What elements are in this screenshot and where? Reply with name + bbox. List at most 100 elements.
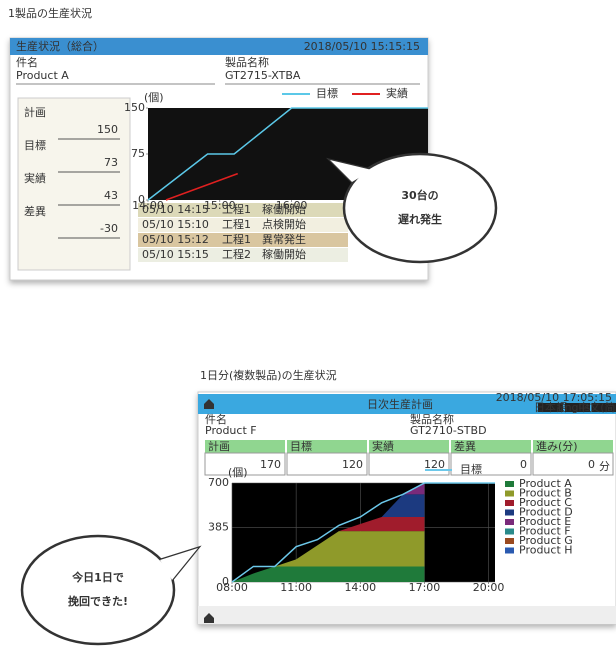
y-axis-label: (個) — [228, 466, 248, 479]
language-label: 中文(简体) — [578, 400, 616, 414]
series-area — [232, 566, 425, 582]
stat-box — [450, 452, 532, 476]
caption: 1製品の生産状況 — [8, 6, 92, 20]
log-event: 点検開始 — [262, 217, 306, 231]
legend-label: Product E — [519, 515, 571, 528]
stat-label-bar — [205, 440, 285, 453]
callout-text: 今日1日で — [71, 570, 124, 584]
stat-label-bar — [451, 440, 531, 453]
legend-label: Product D — [519, 506, 573, 519]
series-area — [232, 516, 425, 582]
legend-swatch — [505, 519, 514, 525]
log-event: 異常発生 — [262, 232, 306, 246]
stat-box — [532, 452, 614, 476]
x-tick-label: 11:00 — [280, 581, 312, 594]
language-button[interactable] — [592, 403, 616, 412]
caption: 1日分(複数製品)の生産状況 — [200, 368, 337, 382]
y-tick-label: 0 — [138, 193, 145, 206]
stat-label: 計画 — [24, 105, 46, 119]
stat-label-bar — [533, 440, 613, 453]
stat-value: -30 — [100, 222, 118, 235]
legend-label: 目標 — [316, 86, 338, 100]
x-tick-label: 20:00 — [473, 581, 505, 594]
stat-label: 目標 — [24, 138, 46, 152]
callout-text: 30台の — [401, 188, 438, 202]
subject-label: 件名 — [16, 55, 38, 69]
header-bar — [198, 394, 616, 414]
legend-swatch — [505, 528, 514, 535]
y-tick-label: 75 — [131, 147, 145, 160]
stat-label: 実績 — [372, 439, 394, 453]
callout-text: 挽回できた! — [68, 594, 128, 608]
callout-text: 遅れ発生 — [398, 212, 442, 226]
legend-label: Product F — [519, 525, 571, 538]
y-tick-label: 0 — [222, 575, 229, 588]
legend-swatch — [505, 490, 514, 497]
callout-bubble — [160, 548, 198, 580]
stat-box — [286, 452, 368, 476]
log-row — [138, 203, 348, 217]
y-tick-label: 150 — [124, 101, 145, 114]
legend-label: Product B — [519, 487, 572, 500]
stat-value: 120 — [342, 458, 363, 471]
language-button[interactable] — [538, 403, 563, 412]
language-button[interactable] — [565, 403, 590, 412]
product-label: 製品名称 — [225, 55, 269, 69]
log-time: 05/10 15:12 — [142, 233, 209, 246]
x-tick-label: 14:00 — [344, 581, 376, 594]
legend-swatch — [505, 538, 514, 544]
stat-value: 43 — [104, 189, 118, 202]
legend-label: 目標 — [460, 462, 482, 476]
stat-label: 計画 — [208, 439, 230, 453]
legend-label: Product H — [519, 544, 573, 557]
log-process: 工程1 — [222, 218, 251, 231]
series-area — [232, 531, 425, 582]
stat-label: 目標 — [290, 439, 312, 453]
log-process: 工程1 — [222, 233, 251, 246]
header-title: 日次生産計画 — [367, 397, 433, 411]
stat-value: 73 — [104, 156, 118, 169]
stat-label: 差異 — [454, 439, 476, 453]
home-icon[interactable] — [204, 399, 214, 409]
datetime: 2018/05/10 15:15:15 — [304, 40, 420, 53]
series-line — [165, 172, 239, 201]
stat-label-bar — [369, 440, 449, 453]
subject-label: 件名 — [205, 412, 227, 426]
series-line — [147, 107, 428, 201]
x-tick-label: 08:00 — [216, 581, 248, 594]
header-title: 生産状況（総合） — [16, 39, 104, 53]
log-row — [138, 248, 348, 262]
legend-label: Product G — [519, 534, 573, 547]
datetime: 2018/05/10 17:05:15 — [496, 391, 612, 404]
log-event: 稼働開始 — [262, 202, 306, 216]
legend-swatch — [505, 547, 514, 554]
footer-bar — [198, 606, 616, 624]
language-label: English — [558, 401, 598, 414]
stat-label-bar — [287, 440, 367, 453]
log-time: 05/10 15:15 — [142, 248, 209, 261]
log-row — [138, 233, 348, 247]
legend-label: 実績 — [386, 86, 408, 100]
legend-swatch — [505, 500, 514, 506]
stat-label: 実績 — [24, 171, 46, 185]
legend-swatch — [505, 509, 514, 516]
log-process: 工程1 — [222, 203, 251, 216]
product: GT2715-XTBA — [225, 69, 301, 82]
y-tick-label: 700 — [208, 476, 229, 489]
callout-bubble — [330, 160, 372, 182]
legend-label: Product C — [519, 496, 572, 509]
legend-swatch — [505, 481, 514, 487]
stat-box — [204, 452, 286, 476]
x-tick-label: 14:00 — [132, 199, 164, 212]
stat-label: 進み(分) — [536, 440, 578, 453]
log-time: 05/10 15:10 — [142, 218, 209, 231]
log-time: 05/10 14:15 — [142, 203, 209, 216]
home-icon[interactable] — [204, 613, 214, 623]
callout-bubble — [20, 534, 176, 646]
log-event: 稼働開始 — [262, 247, 306, 261]
stat-label: 差異 — [24, 204, 46, 218]
subject: Product A — [16, 69, 69, 82]
language-label: 日本語 — [534, 400, 567, 414]
product-label: 製品名称 — [410, 412, 454, 426]
